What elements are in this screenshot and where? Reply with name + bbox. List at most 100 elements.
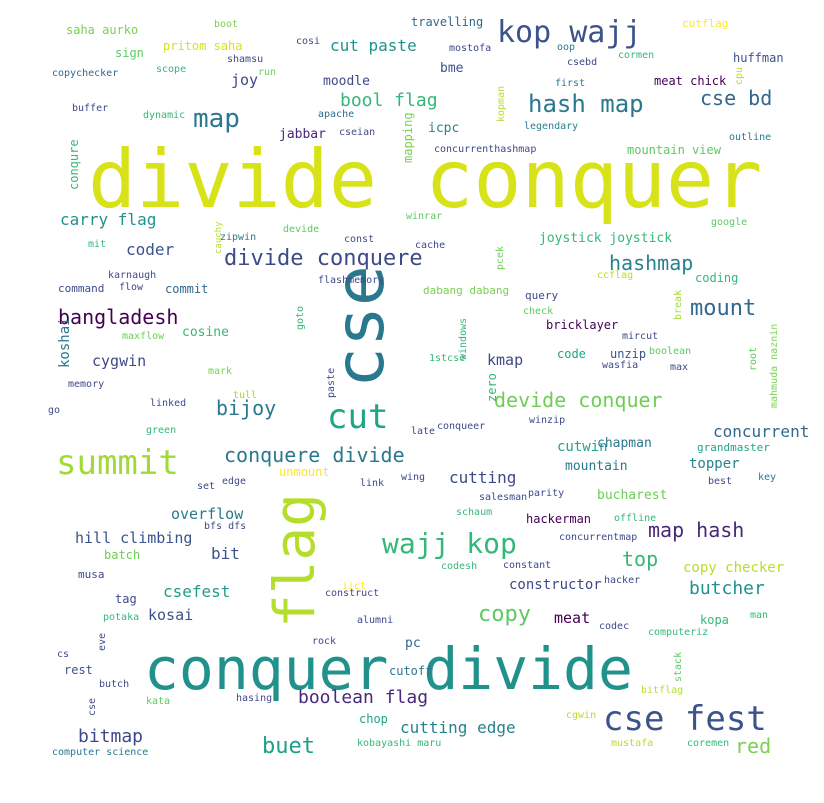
word-139: late [411, 426, 436, 437]
word-85: mostofa [449, 43, 492, 54]
word-100: legendary [524, 121, 579, 132]
word-74: rest [64, 663, 93, 677]
word-24: top [622, 547, 659, 571]
word-77: musa [78, 568, 105, 581]
word-119: check [523, 306, 554, 317]
word-27: concurrent [713, 422, 810, 441]
word-10: map [193, 104, 240, 134]
word-135: tull [233, 390, 258, 401]
word-105: winrar [406, 211, 443, 222]
word-158: construct [325, 588, 380, 599]
word-132: 1stcse [429, 353, 466, 364]
word-130: mark [208, 366, 233, 377]
word-55: jabbar [279, 127, 326, 142]
word-67: query [525, 289, 559, 302]
word-34: overflow [171, 505, 244, 523]
word-167: stack [673, 651, 684, 682]
word-120: mircut [622, 331, 659, 342]
word-19: bijoy [216, 396, 277, 420]
word-33: cutting [449, 468, 517, 487]
word-95: buffer [72, 103, 109, 114]
word-25: butcher [689, 578, 765, 599]
word-145: link [360, 478, 385, 489]
word-154: codesh [441, 561, 478, 572]
word-133: zero [485, 373, 499, 402]
word-6: summit [56, 443, 179, 483]
word-173: cgwin [566, 710, 597, 721]
word-160: alumni [357, 615, 394, 626]
word-152: bfs dfs [204, 521, 247, 532]
word-124: boolean [649, 346, 692, 357]
word-168: butch [99, 679, 130, 690]
word-50: cosine [182, 325, 229, 340]
word-7: cut [327, 397, 389, 437]
word-176: mustafa [611, 738, 654, 749]
word-128: mahmuda naznin [769, 323, 780, 408]
word-17: mount [690, 296, 757, 321]
word-73: chop [359, 712, 388, 726]
word-138: green [146, 425, 177, 436]
word-151: offline [614, 513, 657, 524]
word-12: devide conquer [494, 388, 663, 412]
word-47: constructor [509, 577, 602, 593]
word-147: parity [528, 488, 565, 499]
word-79: grandmaster [697, 441, 770, 454]
word-28: cut paste [330, 36, 417, 55]
word-75: tag [115, 592, 137, 606]
word-93: first [555, 78, 586, 89]
word-163: computeriz [648, 627, 709, 638]
word-109: zipwin [220, 232, 257, 243]
word-118: break [673, 289, 684, 320]
word-38: joystick joystick [539, 231, 673, 246]
word-161: codec [599, 621, 630, 632]
word-81: travelling [411, 15, 484, 29]
word-150: schaum [456, 507, 493, 518]
word-94: cpu [734, 66, 745, 85]
word-136: linked [150, 398, 187, 409]
word-157: iict [342, 581, 367, 592]
word-4: kop wajj [497, 15, 642, 50]
word-80: dabang dabang [423, 284, 510, 297]
word-69: hackerman [526, 512, 592, 526]
word-23: copy [478, 602, 531, 627]
word-97: apache [318, 109, 355, 120]
word-87: cormen [618, 50, 655, 61]
word-13: conquere divide [224, 443, 405, 467]
word-42: cutwin [557, 439, 608, 455]
word-143: edge [222, 476, 247, 487]
word-59: mountain view [627, 143, 721, 157]
word-66: unzip [610, 347, 647, 361]
word-0: divide conquer [88, 133, 763, 226]
word-142: wing [401, 472, 426, 483]
word-141: unmount [279, 465, 330, 479]
word-1: conquer divide [144, 635, 633, 703]
word-21: boolean flag [298, 687, 429, 708]
word-22: buet [262, 734, 315, 759]
word-82: cutflag [682, 17, 729, 30]
word-149: key [758, 472, 777, 483]
word-155: constant [503, 560, 552, 571]
word-51: joy [231, 71, 259, 89]
word-140: conqueer [437, 421, 486, 432]
word-35: hill climbing [75, 529, 193, 547]
word-30: bitmap [78, 726, 144, 747]
word-46: meat [554, 609, 591, 627]
word-148: best [708, 476, 733, 487]
word-48: copy checker [683, 560, 785, 576]
word-86: oop [557, 42, 576, 53]
word-9: hash map [528, 90, 644, 118]
word-123: maxflow [122, 331, 165, 342]
word-91: run [258, 67, 277, 78]
word-37: coder [126, 240, 175, 259]
word-62: pritom saha [163, 39, 243, 53]
word-11: divide conquere [224, 246, 423, 271]
word-41: kosai [148, 606, 194, 624]
word-99: kopman [496, 85, 507, 122]
word-169: bitflag [641, 685, 684, 696]
word-88: shamsu [227, 54, 264, 65]
word-65: code [557, 347, 586, 361]
word-126: max [670, 362, 689, 373]
word-177: coremen [687, 738, 730, 749]
word-26: red [735, 734, 772, 758]
word-70: cutoff [389, 664, 433, 678]
